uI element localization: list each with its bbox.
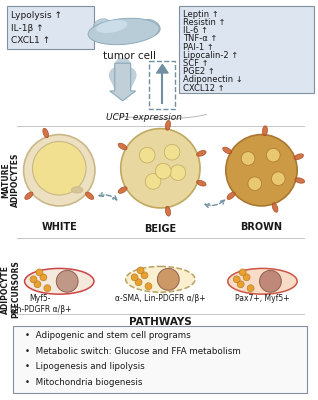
Text: •  Adipogenic and stem cell programs: • Adipogenic and stem cell programs bbox=[24, 331, 190, 340]
Circle shape bbox=[237, 281, 244, 288]
Text: •  Metabolic switch: Glucose and FFA metabolism: • Metabolic switch: Glucose and FFA meta… bbox=[24, 346, 240, 356]
Text: tumor cell: tumor cell bbox=[103, 51, 156, 61]
Circle shape bbox=[141, 272, 148, 279]
Ellipse shape bbox=[126, 266, 195, 292]
Circle shape bbox=[30, 276, 37, 283]
Ellipse shape bbox=[227, 192, 235, 200]
Circle shape bbox=[164, 144, 180, 160]
Bar bbox=[149, 61, 175, 109]
Text: UCP1 expression: UCP1 expression bbox=[106, 113, 182, 122]
Ellipse shape bbox=[295, 178, 305, 183]
Text: MATURE
ADIPOCYTES: MATURE ADIPOCYTES bbox=[1, 153, 20, 207]
Text: Lypolysis ↑: Lypolysis ↑ bbox=[11, 11, 62, 20]
Circle shape bbox=[137, 267, 144, 274]
Circle shape bbox=[239, 269, 246, 276]
Circle shape bbox=[266, 148, 280, 162]
Text: WHITE: WHITE bbox=[41, 222, 77, 232]
Text: IL-6 ↑: IL-6 ↑ bbox=[183, 26, 208, 35]
Ellipse shape bbox=[197, 150, 206, 156]
Text: BROWN: BROWN bbox=[240, 222, 282, 232]
FancyBboxPatch shape bbox=[179, 6, 314, 93]
Circle shape bbox=[243, 274, 250, 281]
Text: Resistin ↑: Resistin ↑ bbox=[183, 18, 226, 27]
Text: •  Mitochondria biogenesis: • Mitochondria biogenesis bbox=[24, 378, 142, 387]
Circle shape bbox=[233, 276, 240, 283]
Ellipse shape bbox=[86, 192, 94, 200]
Text: Leptin ↑: Leptin ↑ bbox=[183, 10, 219, 19]
Circle shape bbox=[24, 134, 95, 206]
Ellipse shape bbox=[24, 268, 94, 294]
Ellipse shape bbox=[96, 20, 128, 33]
Text: CXCL12 ↑: CXCL12 ↑ bbox=[183, 84, 225, 93]
Ellipse shape bbox=[118, 143, 127, 150]
Text: PGE2 ↑: PGE2 ↑ bbox=[183, 67, 215, 76]
Ellipse shape bbox=[71, 187, 83, 193]
Circle shape bbox=[40, 274, 47, 281]
Text: •  Lipogenesis and lipolysis: • Lipogenesis and lipolysis bbox=[24, 362, 144, 371]
Text: Lipocalin-2 ↑: Lipocalin-2 ↑ bbox=[183, 51, 238, 60]
Ellipse shape bbox=[88, 18, 159, 45]
Text: BEIGE: BEIGE bbox=[144, 224, 176, 234]
Circle shape bbox=[156, 163, 171, 179]
Ellipse shape bbox=[165, 206, 170, 216]
Ellipse shape bbox=[139, 19, 160, 36]
Text: IL-1β ↑: IL-1β ↑ bbox=[11, 24, 43, 32]
Text: PATHWAYS: PATHWAYS bbox=[129, 317, 192, 327]
Text: α-SMA, Lin-PDGFR α/β+: α-SMA, Lin-PDGFR α/β+ bbox=[115, 294, 206, 303]
Circle shape bbox=[34, 281, 41, 288]
Ellipse shape bbox=[262, 126, 267, 136]
Circle shape bbox=[247, 285, 254, 292]
Text: PAI-1 ↑: PAI-1 ↑ bbox=[183, 42, 214, 52]
Circle shape bbox=[145, 283, 152, 290]
Ellipse shape bbox=[197, 180, 206, 186]
Ellipse shape bbox=[294, 154, 303, 160]
FancyArrow shape bbox=[110, 63, 135, 101]
Circle shape bbox=[241, 152, 255, 165]
Circle shape bbox=[248, 177, 262, 190]
Ellipse shape bbox=[228, 268, 297, 294]
Circle shape bbox=[272, 172, 285, 186]
Ellipse shape bbox=[272, 203, 278, 212]
Circle shape bbox=[145, 174, 161, 189]
Circle shape bbox=[139, 147, 155, 163]
Circle shape bbox=[170, 165, 186, 180]
Circle shape bbox=[44, 285, 51, 292]
Ellipse shape bbox=[25, 192, 33, 200]
Circle shape bbox=[56, 270, 78, 292]
Text: Myf5-
Lin-PDGFR α/β+: Myf5- Lin-PDGFR α/β+ bbox=[10, 294, 71, 314]
FancyBboxPatch shape bbox=[13, 326, 307, 393]
Text: TNF-α ↑: TNF-α ↑ bbox=[183, 34, 218, 43]
FancyArrowPatch shape bbox=[99, 193, 117, 200]
Ellipse shape bbox=[93, 19, 111, 32]
Ellipse shape bbox=[223, 147, 232, 154]
Circle shape bbox=[131, 274, 138, 281]
Text: Adiponectin ↓: Adiponectin ↓ bbox=[183, 76, 243, 84]
Text: ADIPOCYTE
PRECURSORS: ADIPOCYTE PRECURSORS bbox=[1, 260, 20, 318]
FancyBboxPatch shape bbox=[7, 6, 94, 49]
Ellipse shape bbox=[43, 128, 49, 138]
Text: Pax7+, Myf5+: Pax7+, Myf5+ bbox=[235, 294, 290, 303]
Circle shape bbox=[32, 142, 86, 195]
Circle shape bbox=[36, 269, 43, 276]
Ellipse shape bbox=[118, 187, 127, 193]
Circle shape bbox=[259, 270, 281, 292]
Text: SCF ↑: SCF ↑ bbox=[183, 59, 209, 68]
Polygon shape bbox=[156, 64, 168, 73]
FancyArrowPatch shape bbox=[205, 200, 225, 208]
Circle shape bbox=[157, 268, 179, 290]
Circle shape bbox=[226, 134, 297, 206]
Text: CXCL1 ↑: CXCL1 ↑ bbox=[11, 36, 50, 46]
Circle shape bbox=[121, 129, 200, 208]
Ellipse shape bbox=[165, 120, 170, 130]
Circle shape bbox=[135, 279, 142, 286]
